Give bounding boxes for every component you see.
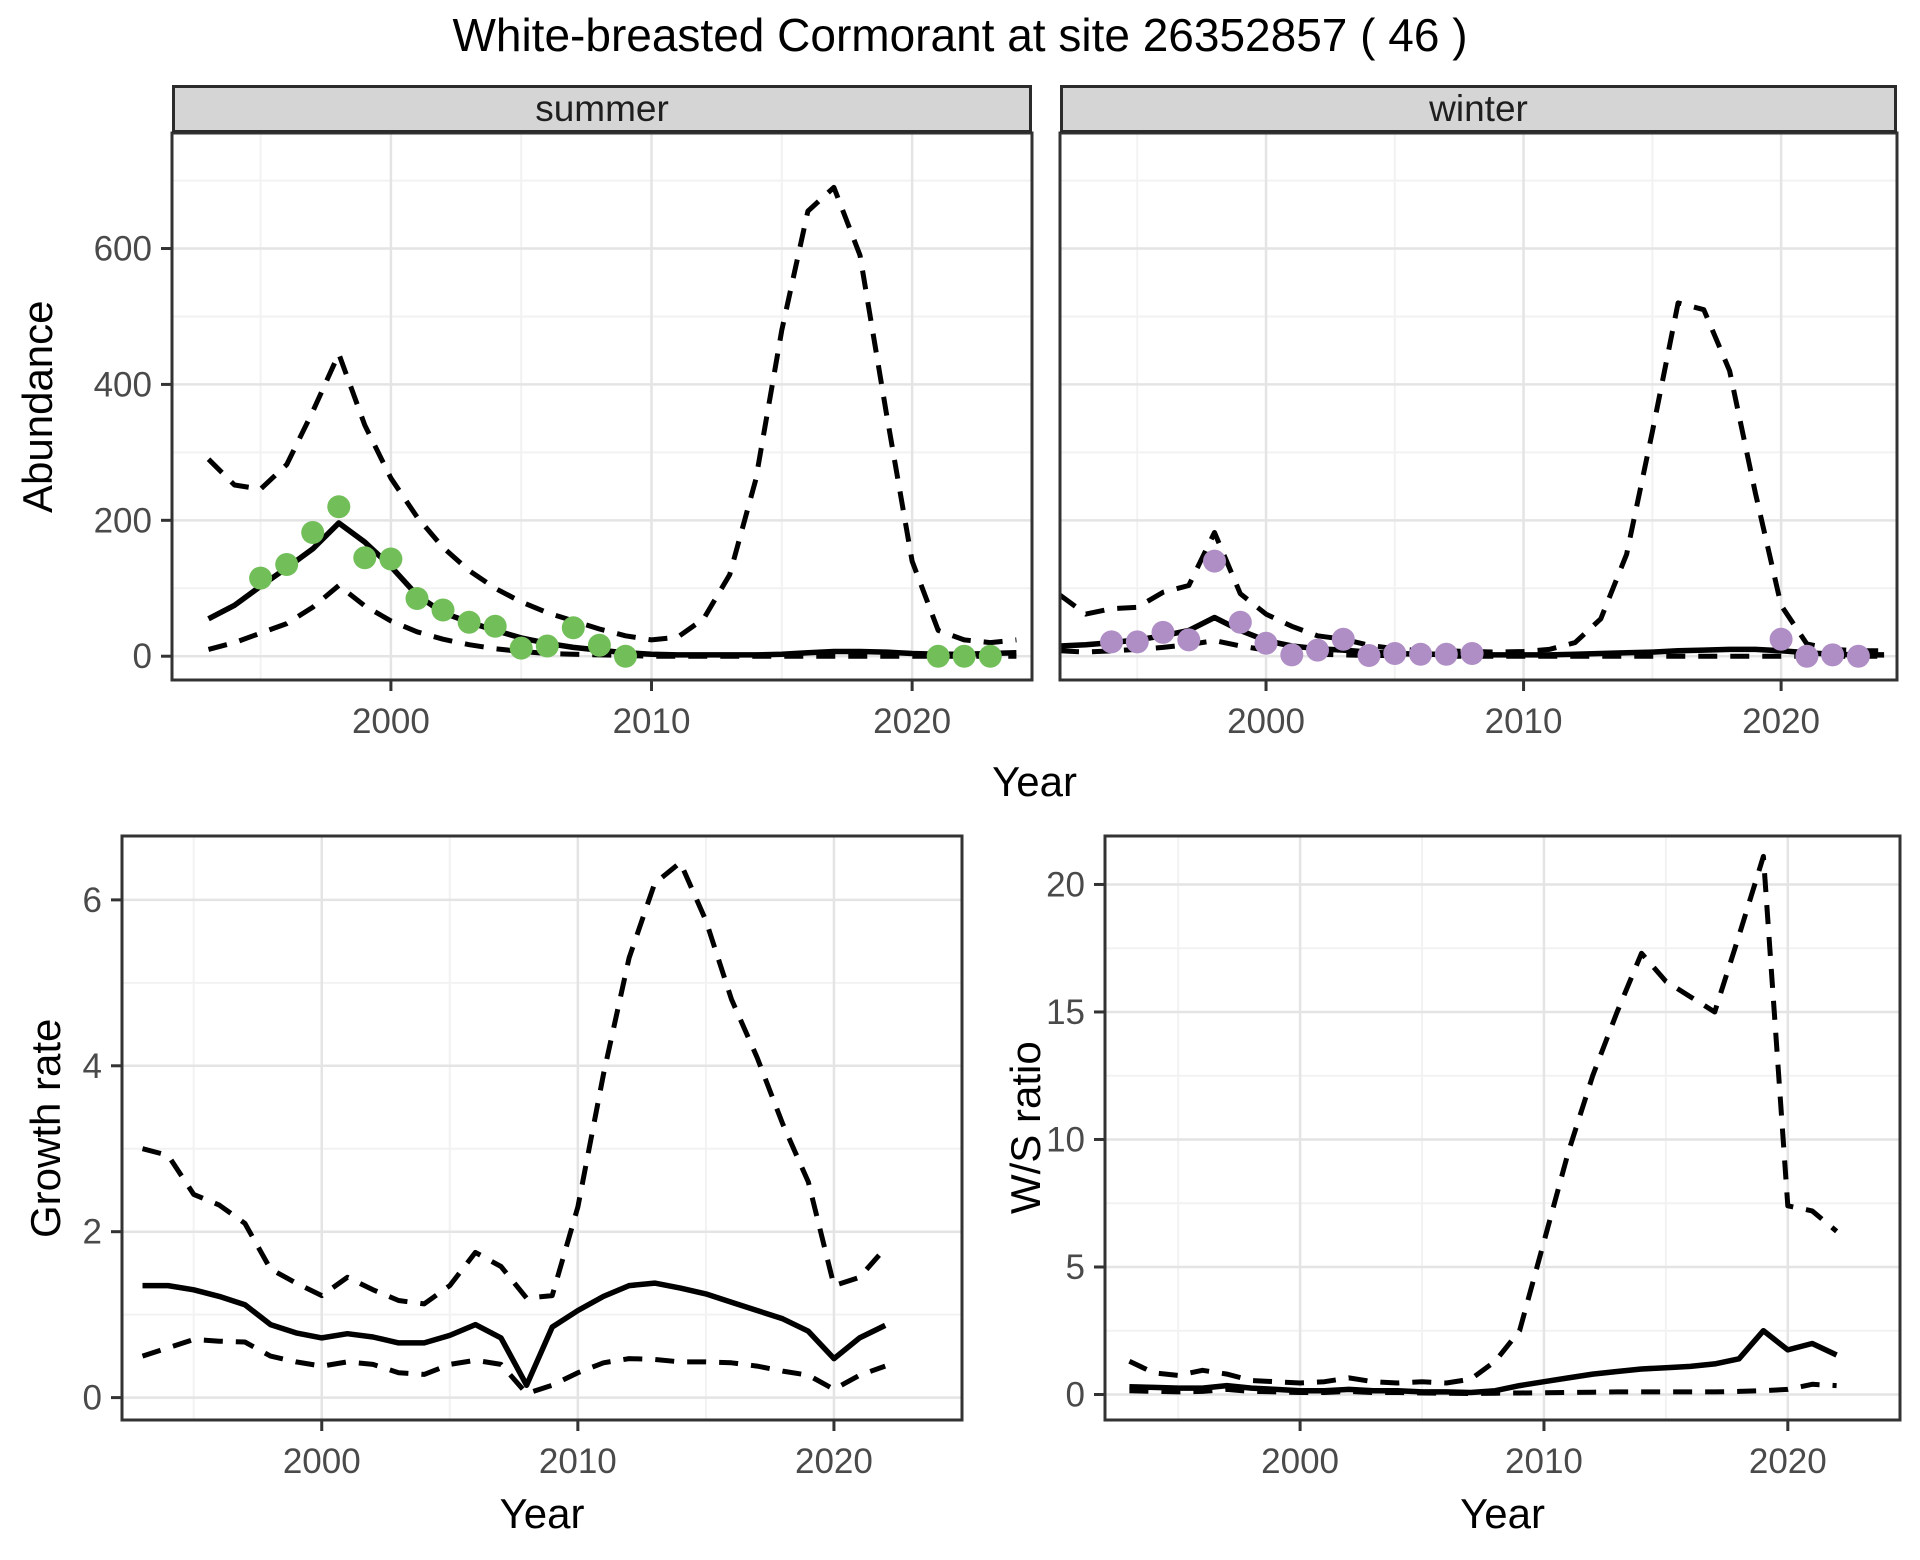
summer-counts-point [614, 644, 637, 668]
summer-counts-point [926, 644, 950, 668]
winter-counts-point [1125, 630, 1149, 654]
x-tick-label: 2020 [1742, 702, 1820, 741]
summer-counts-point [978, 644, 1002, 668]
facet-strip-winter-label: winter [1429, 88, 1528, 129]
winter-counts-point [1409, 642, 1433, 666]
lower-ci-line [141, 1337, 887, 1396]
summer-counts-point [431, 598, 455, 622]
winter-counts-point [1280, 643, 1304, 667]
fit-line [207, 520, 1017, 658]
x-tick-label: 2000 [352, 702, 430, 741]
summer-counts-point [457, 610, 481, 634]
winter-counts-point [1357, 644, 1381, 667]
upper-ci-line [1128, 853, 1839, 1386]
fit-line [142, 1280, 887, 1388]
summer-counts-point [561, 616, 585, 640]
winter-counts-point [1846, 644, 1870, 668]
summer-counts-point [405, 587, 429, 610]
summer-counts-point [353, 546, 377, 570]
summer-counts-point [379, 547, 403, 571]
winter-counts-point [1228, 610, 1252, 634]
summer-counts-point [275, 553, 299, 576]
fit-line [1129, 1327, 1838, 1396]
x-tick-label: 2020 [795, 1442, 873, 1481]
facet-strip-summer-label: summer [535, 88, 669, 129]
y-tick-label: 15 [1046, 993, 1085, 1032]
winter-counts-point [1434, 642, 1458, 666]
y-tick-label: 200 [94, 501, 152, 540]
x-axis-title-ws-ratio: Year [1460, 1490, 1545, 1537]
winter-counts-point [1254, 631, 1278, 655]
x-axis-title-top: Year [992, 758, 1077, 805]
x-tick-label: 2010 [539, 1442, 617, 1481]
summer-counts-point [327, 495, 351, 519]
winter-counts-point [1821, 643, 1845, 667]
x-tick-label: 2020 [873, 702, 951, 741]
lower-ci-line [207, 583, 1017, 659]
winter-counts-point [1383, 642, 1407, 665]
y-axis-title-growth-rate: Growth rate [22, 1018, 69, 1238]
y-tick-label: 20 [1046, 865, 1085, 904]
winter-counts-point [1795, 644, 1819, 668]
y-tick-label: 400 [94, 365, 152, 404]
x-axis-title-growth-rate: Year [499, 1490, 585, 1537]
winter-counts-point [1151, 620, 1175, 644]
y-tick-label: 0 [83, 1379, 102, 1418]
winter-counts-point [1177, 628, 1201, 652]
upper-ci-line [1058, 300, 1885, 655]
summer-counts-point [301, 521, 325, 544]
winter-counts-point [1331, 627, 1355, 651]
panel-border-growth-rate [120, 834, 964, 1422]
winter-counts-point [1306, 638, 1329, 662]
panel-border-abundance-summer [170, 131, 1034, 682]
y-tick-label: 600 [94, 230, 152, 269]
y-tick-label: 0 [1066, 1375, 1085, 1414]
facet-strip-winter: winter [1060, 85, 1897, 133]
winter-counts-point [1100, 630, 1123, 654]
x-tick-label: 2010 [1485, 702, 1563, 741]
y-tick-label: 4 [83, 1047, 102, 1086]
y-axis-title-abundance: Abundance [14, 300, 61, 513]
panel-border-ws-ratio [1103, 834, 1902, 1422]
x-tick-label: 2000 [1227, 702, 1305, 741]
winter-counts-point [1203, 549, 1226, 573]
upper-ci-line [206, 184, 1017, 646]
y-tick-label: 0 [133, 637, 152, 676]
summer-counts-point [509, 636, 533, 660]
facet-strip-summer: summer [172, 85, 1032, 133]
x-tick-label: 2000 [283, 1442, 361, 1481]
summer-counts-point [535, 634, 559, 658]
panel-border-abundance-winter [1058, 131, 1899, 682]
summer-counts-point [952, 644, 976, 668]
y-tick-label: 6 [83, 881, 102, 920]
upper-ci-line [141, 860, 888, 1307]
chart-title: White-breasted Cormorant at site 2635285… [452, 9, 1468, 61]
y-tick-label: 2 [83, 1213, 102, 1252]
y-tick-label: 5 [1066, 1248, 1085, 1287]
summer-counts-point [249, 566, 273, 590]
winter-counts-point [1769, 627, 1793, 651]
summer-counts-point [587, 633, 611, 657]
summer-counts-point [483, 614, 507, 638]
x-tick-label: 2000 [1261, 1442, 1339, 1481]
x-tick-label: 2010 [613, 702, 691, 741]
y-tick-label: 10 [1046, 1120, 1085, 1159]
x-tick-label: 2020 [1749, 1442, 1827, 1481]
winter-counts-point [1460, 642, 1484, 665]
x-tick-label: 2010 [1505, 1442, 1583, 1481]
y-axis-title-ws-ratio: W/S ratio [1002, 1041, 1049, 1215]
